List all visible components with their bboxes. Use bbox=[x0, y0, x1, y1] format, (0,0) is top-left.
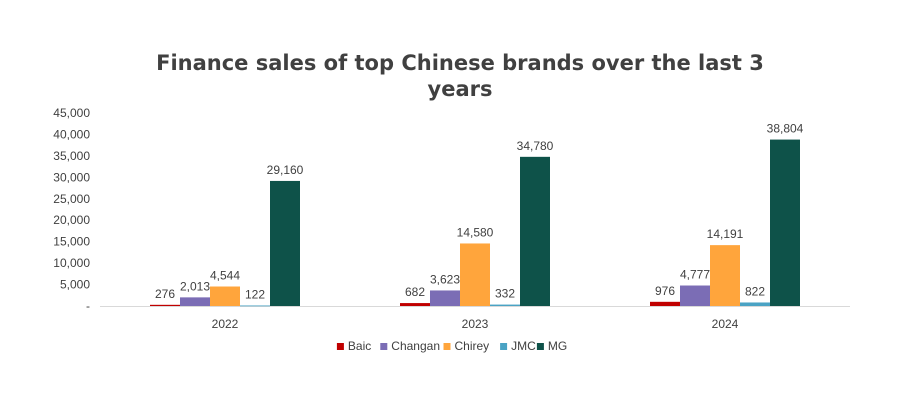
y-tick-label: 30,000 bbox=[53, 170, 90, 184]
data-label: 38,804 bbox=[767, 122, 804, 136]
y-tick-label: 35,000 bbox=[53, 149, 90, 163]
y-tick-label: 5,000 bbox=[60, 278, 90, 292]
data-label: 4,777 bbox=[680, 268, 710, 282]
bar-chirey-2022 bbox=[210, 286, 240, 306]
data-label: 14,580 bbox=[457, 225, 494, 239]
bar-jmc-2022 bbox=[240, 305, 270, 307]
legend-swatch-jmc bbox=[500, 343, 508, 350]
x-tick-label: 2023 bbox=[462, 317, 489, 331]
data-label: 4,544 bbox=[210, 269, 240, 283]
legend-swatch-baic bbox=[336, 343, 344, 350]
data-label: 3,623 bbox=[430, 272, 460, 286]
data-label: 332 bbox=[495, 287, 515, 301]
bar-baic-2022 bbox=[150, 304, 180, 306]
bar-jmc-2024 bbox=[740, 302, 770, 306]
bar-mg-2022 bbox=[270, 180, 300, 306]
legend-swatch-mg bbox=[536, 343, 544, 350]
y-tick-label: 20,000 bbox=[53, 213, 90, 227]
data-label: 122 bbox=[245, 287, 265, 301]
x-tick-label: 2024 bbox=[712, 317, 739, 331]
data-label: 29,160 bbox=[267, 163, 304, 177]
x-tick-label: 2022 bbox=[212, 317, 239, 331]
legend-swatch-chirey bbox=[443, 343, 451, 350]
y-tick-label: 45,000 bbox=[53, 106, 90, 120]
bar-chirey-2024 bbox=[710, 245, 740, 306]
bar-baic-2023 bbox=[400, 303, 430, 306]
bar-changan-2023 bbox=[430, 290, 460, 306]
bar-changan-2022 bbox=[180, 297, 210, 306]
data-label: 2,013 bbox=[180, 279, 210, 293]
legend-label-mg: MG bbox=[548, 339, 567, 353]
data-label: 976 bbox=[655, 284, 675, 298]
bar-mg-2024 bbox=[770, 139, 800, 306]
y-tick-label: 15,000 bbox=[53, 235, 90, 249]
y-tick-label: 40,000 bbox=[53, 127, 90, 141]
bar-chirey-2023 bbox=[460, 243, 490, 306]
bar-baic-2024 bbox=[650, 301, 680, 306]
chart-title: Finance sales of top Chinese brands over… bbox=[156, 51, 764, 101]
data-label: 276 bbox=[155, 287, 175, 301]
legend-label-baic: Baic bbox=[348, 339, 371, 353]
data-label: 34,780 bbox=[517, 139, 554, 153]
legend-label-jmc: JMC bbox=[511, 339, 536, 353]
bar-jmc-2023 bbox=[490, 304, 520, 306]
data-label: 682 bbox=[405, 285, 425, 299]
legend-label-changan: Changan bbox=[391, 339, 440, 353]
data-label: 822 bbox=[745, 284, 765, 298]
data-label: 14,191 bbox=[707, 227, 744, 241]
y-tick-label: 10,000 bbox=[53, 256, 90, 270]
y-tick-label: - bbox=[86, 299, 90, 313]
legend-swatch-changan bbox=[380, 343, 388, 350]
bar-changan-2024 bbox=[680, 285, 710, 306]
bar-mg-2023 bbox=[520, 156, 550, 306]
legend-label-chirey: Chirey bbox=[455, 339, 490, 353]
y-tick-label: 25,000 bbox=[53, 192, 90, 206]
